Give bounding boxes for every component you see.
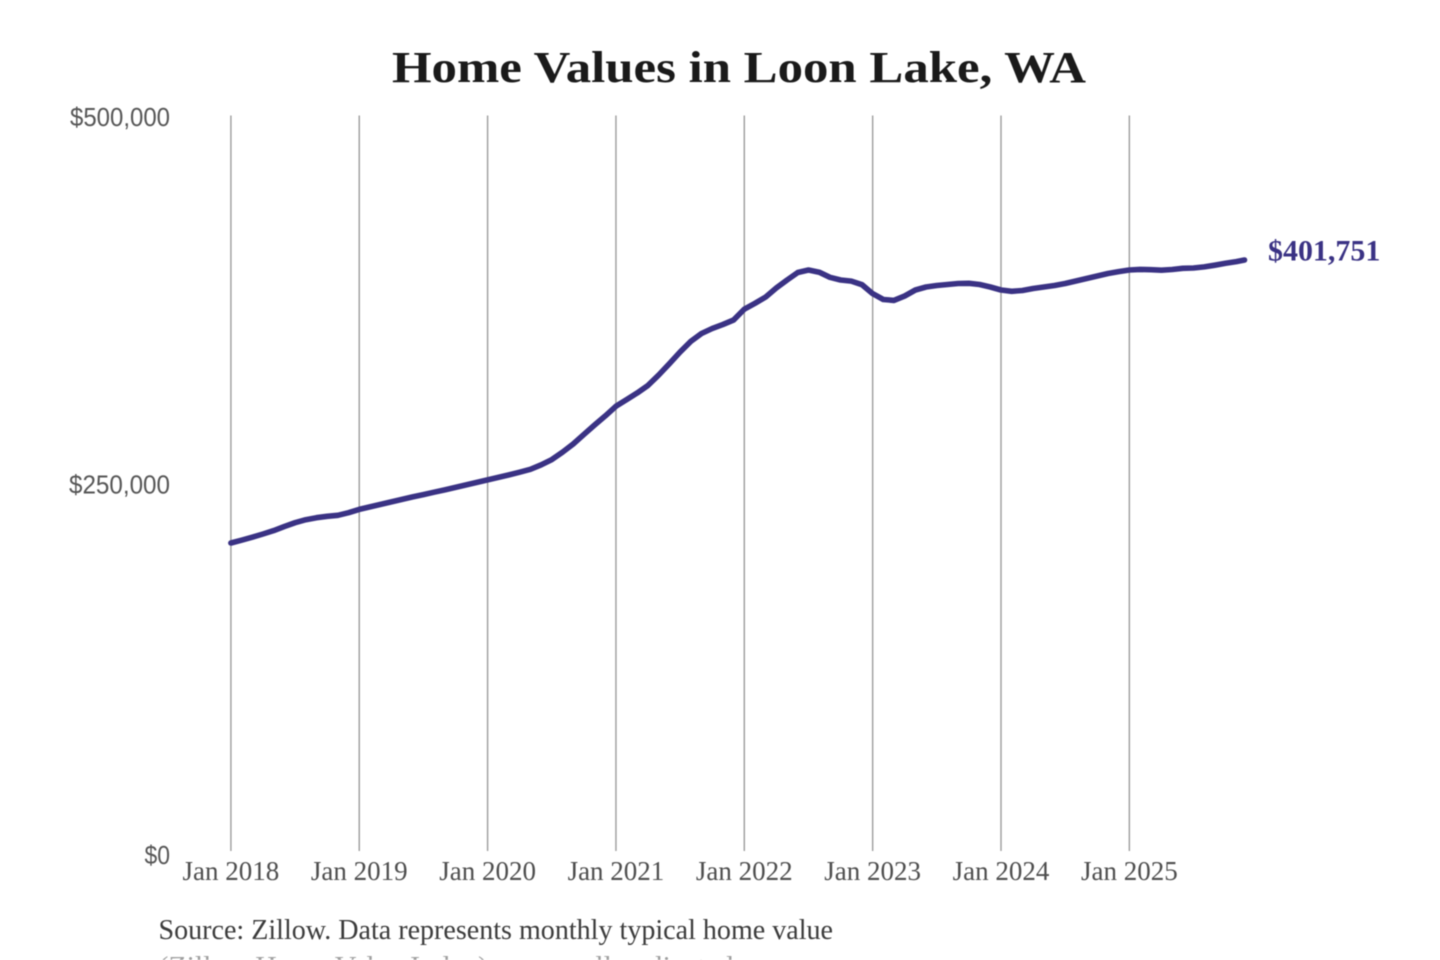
svg-text:Jan 2025: Jan 2025 [1081,856,1178,886]
svg-text:Source: Zillow. Data represent: Source: Zillow. Data represents monthly … [159,915,834,946]
svg-text:$401,751: $401,751 [1268,234,1380,267]
svg-text:Jan 2024: Jan 2024 [953,856,1050,886]
svg-text:Jan 2019: Jan 2019 [311,856,408,886]
svg-text:$0: $0 [145,840,171,870]
svg-text:Jan 2020: Jan 2020 [439,856,536,886]
svg-text:$500,000: $500,000 [70,102,170,132]
svg-text:Jan 2018: Jan 2018 [183,856,280,886]
svg-text:$250,000: $250,000 [69,470,170,500]
svg-text:Jan 2021: Jan 2021 [568,856,665,886]
svg-text:Jan 2022: Jan 2022 [696,856,793,886]
svg-text:(Zillow Home Value Index), sea: (Zillow Home Value Index), seasonally ad… [159,952,734,960]
svg-text:Jan 2023: Jan 2023 [824,856,921,886]
svg-text:Home Values in Loon Lake, WA: Home Values in Loon Lake, WA [392,43,1086,92]
